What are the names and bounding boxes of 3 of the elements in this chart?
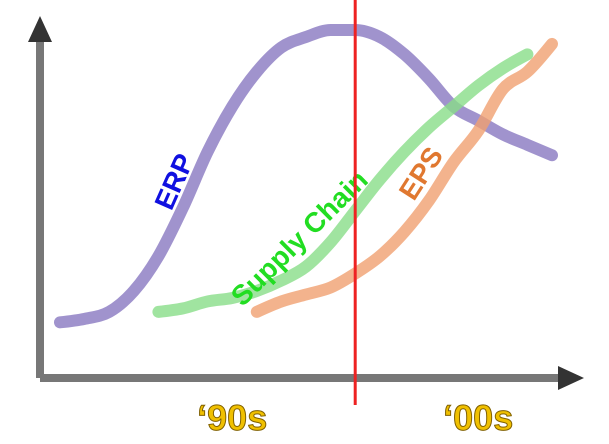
x-tick-label: ‘00s — [443, 397, 514, 438]
text: ERP — [148, 149, 200, 214]
x-tick-label: ‘90s — [197, 397, 268, 438]
